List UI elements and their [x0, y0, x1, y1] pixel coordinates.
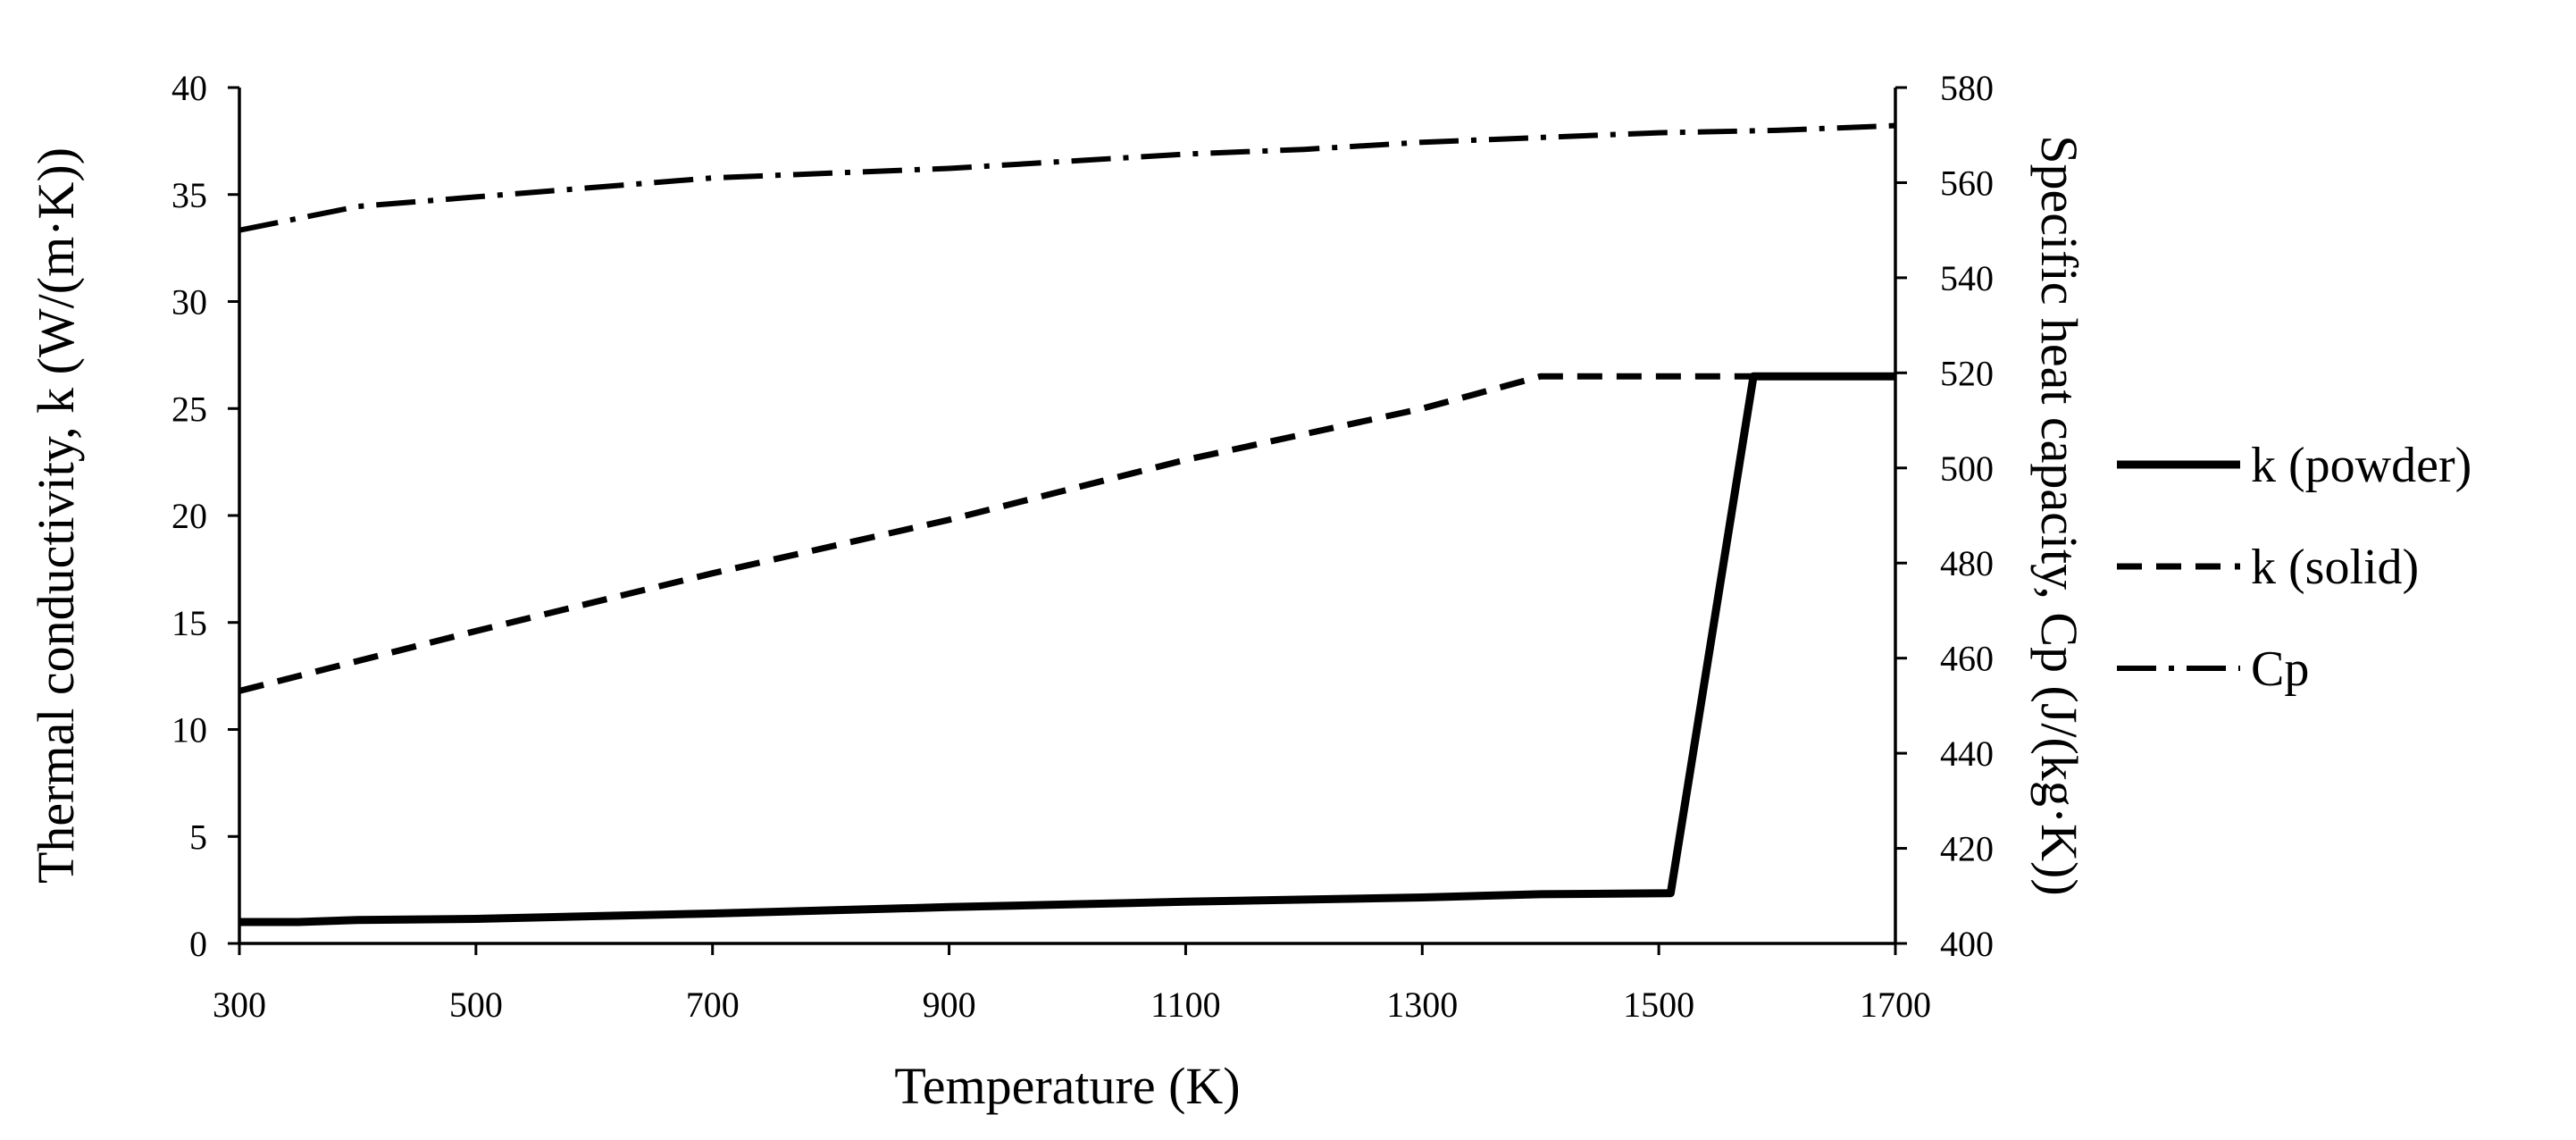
x-tick-label: 900: [923, 985, 976, 1025]
plot-area: 0 5 10 15 20 25 30 35 40 400 420 440 460 480 500 520 540…: [171, 68, 1994, 1025]
series-line-cp: [238, 122, 1896, 233]
series-layer: [238, 122, 1896, 926]
right-y-tick-label: 420: [1940, 829, 1994, 869]
right-y-tick-label: 500: [1940, 448, 1994, 489]
legend-item-k-solid: k (solid): [2117, 540, 2419, 595]
right-y-tick-label: 560: [1940, 163, 1994, 203]
legend-item-cp: Cp: [2117, 641, 2309, 697]
right-y-tick-label: 400: [1940, 924, 1994, 964]
left-y-tick-label: 30: [171, 282, 207, 323]
series-line-k-solid: [238, 373, 1895, 694]
legend-label-k-solid: k (solid): [2251, 540, 2419, 595]
left-y-tick-label: 10: [171, 710, 207, 750]
legend: k (powder) k (solid) Cp: [2117, 438, 2471, 697]
left-y-tick-label: 5: [189, 817, 207, 857]
x-axis-title: Temperature (K): [894, 1057, 1240, 1115]
right-y-tick-label: 520: [1940, 353, 1994, 393]
axis-ticks: 0 5 10 15 20 25 30 35 40 400 420 440 460 480 500 520 540…: [171, 68, 1994, 1025]
legend-label-cp: Cp: [2251, 641, 2309, 697]
right-y-tick-label: 580: [1940, 68, 1994, 108]
x-tick-label: 1100: [1150, 985, 1221, 1025]
x-tick-label: 300: [213, 985, 266, 1025]
right-y-tick-label: 460: [1940, 639, 1994, 679]
right-y-tick-label: 540: [1940, 258, 1994, 298]
left-y-tick-label: 20: [171, 496, 207, 536]
x-tick-label: 500: [449, 985, 503, 1025]
y-axis-title: Thermal conductivity, k (W/(m·K)): [27, 147, 85, 884]
x-tick-label: 1300: [1386, 985, 1458, 1025]
x-tick-label: 1700: [1860, 985, 1931, 1025]
series-line-k-powder: [239, 372, 1895, 926]
x-tick-label: 700: [686, 985, 740, 1025]
left-y-tick-label: 40: [171, 68, 207, 108]
y2-axis-title: Specific heat capacity, Cp (J/(kg·K)): [2030, 135, 2088, 895]
legend-item-k-powder: k (powder): [2117, 438, 2471, 493]
legend-label-k-powder: k (powder): [2251, 438, 2471, 493]
left-y-tick-label: 35: [171, 175, 207, 215]
right-y-tick-label: 480: [1940, 543, 1994, 583]
left-y-tick-label: 25: [171, 389, 207, 429]
x-tick-label: 1500: [1623, 985, 1694, 1025]
right-y-tick-label: 440: [1940, 733, 1994, 774]
left-y-tick-label: 15: [171, 603, 207, 643]
left-y-tick-label: 0: [189, 924, 207, 964]
